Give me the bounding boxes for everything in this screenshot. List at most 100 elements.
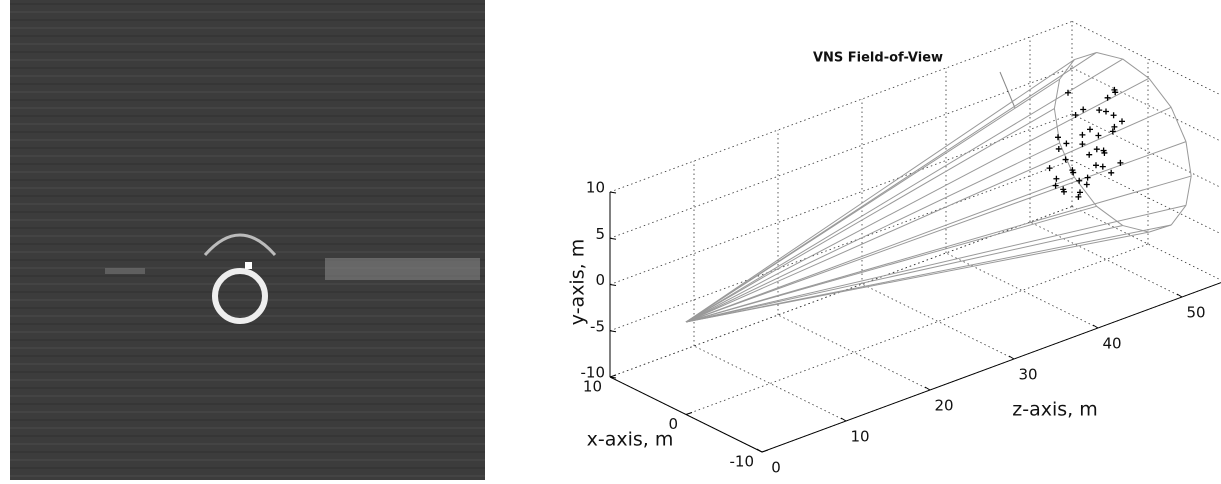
fov-rim	[1148, 224, 1172, 233]
y-tick	[609, 330, 617, 333]
grid-line	[945, 252, 1099, 329]
data-point	[1079, 131, 1086, 138]
z-tick-label: 0	[771, 459, 781, 477]
data-point	[1063, 140, 1070, 147]
data-point	[1086, 151, 1093, 158]
y-tick-label: -5	[590, 317, 605, 335]
grid-line	[685, 243, 1149, 415]
fov-line	[685, 108, 1055, 323]
x-tick	[609, 374, 617, 378]
data-point	[1061, 188, 1067, 195]
image-arc	[203, 233, 277, 256]
y-axis-label: y-axis, m	[567, 239, 589, 325]
data-point	[1053, 175, 1060, 182]
data-point	[1104, 94, 1111, 101]
x-tick-label: 0	[668, 415, 678, 433]
data-point	[1077, 189, 1083, 196]
fov-rim	[1074, 176, 1098, 207]
z-tick	[1008, 355, 1015, 360]
fov-rim	[1053, 79, 1061, 109]
grid-line	[1071, 67, 1221, 142]
x-tick-label: -10	[730, 453, 755, 471]
image-dot	[245, 262, 252, 269]
data-point	[1070, 169, 1077, 176]
fov-rim	[1096, 205, 1124, 226]
data-point	[1119, 118, 1125, 125]
fov-line	[685, 225, 1123, 323]
y-tick	[609, 191, 617, 194]
fov-line	[685, 142, 1060, 323]
fov-line	[685, 231, 1150, 323]
annotation: VNS Field-of-View	[813, 51, 943, 66]
z-tick-label: 30	[1018, 366, 1037, 384]
data-point	[1099, 163, 1106, 170]
data-point	[1076, 177, 1083, 184]
fov-rim	[1170, 107, 1187, 142]
range-image	[10, 0, 485, 480]
grid-line	[609, 159, 1073, 332]
z-axis-line	[761, 282, 1221, 453]
data-point	[1101, 149, 1108, 156]
data-point	[1052, 182, 1059, 189]
y-tick-label: -10	[581, 364, 606, 382]
data-point	[1062, 156, 1069, 163]
data-point	[1111, 86, 1118, 93]
fov-line	[685, 204, 1187, 323]
fov-line	[685, 52, 1097, 323]
y-tick-label: 0	[595, 271, 605, 289]
z-tick	[1092, 324, 1099, 329]
data-point	[1079, 141, 1086, 148]
data-point	[1103, 108, 1109, 115]
image-ring	[212, 268, 268, 324]
data-point	[1095, 132, 1102, 139]
z-tick-label: 50	[1186, 304, 1205, 322]
data-point	[1075, 193, 1082, 200]
data-point	[1065, 89, 1071, 96]
x-tick	[685, 412, 693, 415]
z-tick-label: 40	[1102, 335, 1121, 353]
data-point	[1087, 126, 1093, 133]
fov-line	[685, 176, 1075, 323]
data-point	[1096, 107, 1103, 114]
x-tick	[761, 449, 769, 453]
data-point	[1055, 145, 1062, 152]
fov-line	[685, 106, 1172, 323]
grid-line	[1071, 21, 1221, 96]
data-point	[1084, 174, 1091, 181]
grid-line	[861, 283, 1015, 360]
image-noise	[10, 3, 485, 477]
data-point	[1055, 134, 1061, 141]
grid-line	[777, 314, 931, 391]
data-point	[1108, 169, 1115, 176]
z-tick	[924, 386, 931, 391]
z-tick-label: 20	[934, 397, 953, 415]
data-point	[1093, 162, 1099, 169]
data-point	[1109, 128, 1116, 135]
grid-line	[1071, 206, 1221, 281]
data-point	[1080, 106, 1087, 113]
z-tick	[1176, 293, 1183, 298]
data-point	[1046, 165, 1053, 172]
y-tick-label: 10	[586, 179, 605, 197]
grid-line	[609, 67, 1073, 239]
grid-line	[1071, 159, 1221, 235]
data-point	[1093, 146, 1100, 153]
fov-line	[685, 58, 1124, 323]
fov-rim	[1185, 175, 1192, 206]
data-point	[1072, 112, 1079, 118]
fov-line	[685, 141, 1187, 323]
fov-line	[685, 175, 1192, 323]
grid-line	[1071, 113, 1221, 188]
image-streak	[105, 268, 145, 274]
z-tick-label: 10	[850, 428, 869, 446]
image-streak	[325, 258, 480, 280]
fov-rim	[1059, 59, 1075, 80]
image-background	[10, 0, 485, 480]
x-axis-label: x-axis, m	[587, 429, 674, 451]
z-tick	[840, 417, 847, 422]
fov-rim	[1074, 51, 1097, 61]
x-tick-label: 10	[583, 378, 602, 396]
y-tick-label: 5	[595, 225, 605, 243]
